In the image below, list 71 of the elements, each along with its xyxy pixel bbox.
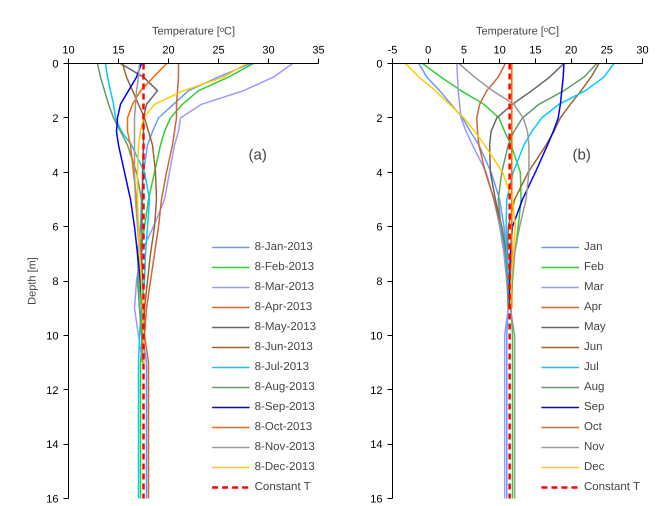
y-tick-label: 8 — [376, 276, 383, 288]
line-series — [422, 64, 522, 498]
x-tick-label: 0 — [425, 44, 432, 56]
x-tick-label: 15 — [529, 44, 542, 56]
y-tick-label: 16 — [370, 494, 383, 506]
legend-label: Jun — [584, 341, 604, 353]
y-tick-label: 14 — [370, 439, 383, 452]
y-tick-label: 6 — [376, 222, 383, 234]
x-tick-label: 20 — [162, 44, 175, 56]
legend-label: 8-Nov-2013 — [254, 441, 315, 453]
legend-label: 8-Aug-2013 — [254, 381, 315, 393]
legend-label: 8-Feb-2013 — [254, 261, 314, 273]
y-tick-label: 2 — [376, 112, 383, 125]
x-axis-title: Temperature [ᵒC] — [476, 26, 560, 38]
legend-label: Constant T — [254, 481, 311, 493]
x-tick-label: 10 — [62, 44, 75, 56]
y-tick-label: 14 — [46, 439, 59, 452]
line-series — [456, 64, 509, 498]
x-tick-label: 25 — [212, 44, 225, 56]
y-tick-label: 10 — [46, 330, 59, 342]
legend-label: Jan — [584, 241, 604, 253]
y-axis-title: Depth [m] — [26, 257, 38, 305]
y-tick-label: 2 — [52, 112, 59, 125]
line-series — [511, 64, 513, 309]
x-tick-label: 10 — [494, 44, 506, 56]
x-tick-label: 5 — [460, 44, 467, 56]
legend-label: 8-Dec-2013 — [254, 461, 315, 473]
annotation: (b) — [572, 146, 591, 164]
legend-label: May — [584, 321, 606, 333]
y-tick-label: 0 — [52, 58, 59, 70]
legend-label: Mar — [584, 281, 604, 293]
legend-label: 8-Jan-2013 — [254, 241, 313, 253]
legend-label: 8-May-2013 — [254, 321, 316, 333]
legend-label: 8-Sep-2013 — [254, 401, 315, 413]
line-series — [104, 64, 150, 498]
legend-label: 8-Jul-2013 — [254, 361, 309, 373]
legend-label: 8-Mar-2013 — [254, 281, 314, 293]
legend-label: 8-Oct-2013 — [254, 421, 312, 433]
legend-label: 8-Jun-2013 — [254, 341, 313, 353]
legend-label: Dec — [584, 461, 604, 473]
legend-label: Oct — [584, 421, 603, 433]
legend-label: Feb — [584, 261, 604, 273]
x-tick-label: 35 — [312, 44, 325, 56]
x-tick-label: 15 — [112, 44, 125, 56]
legend-label: 8-Apr-2013 — [254, 301, 312, 313]
x-tick-label: 25 — [600, 44, 613, 56]
line-series — [458, 64, 530, 498]
legend-label: Nov — [584, 441, 604, 453]
legend-label: Apr — [584, 301, 603, 313]
y-tick-label: 6 — [52, 222, 59, 234]
y-tick-label: 10 — [370, 330, 383, 342]
y-tick-label: 12 — [370, 384, 383, 397]
line-series — [136, 64, 248, 364]
x-axis-title: Temperature [ᵒC] — [152, 26, 236, 38]
legend-label: Jul — [584, 361, 600, 373]
annotation: (a) — [248, 146, 267, 164]
y-tick-label: 4 — [52, 167, 59, 180]
x-tick-label: 20 — [564, 44, 578, 56]
y-tick-label: 12 — [46, 384, 59, 397]
x-tick-label: -5 — [388, 44, 398, 56]
y-tick-label: 4 — [376, 167, 383, 180]
line-series — [144, 64, 180, 498]
x-tick-label: 30 — [636, 44, 649, 56]
y-tick-label: 16 — [46, 494, 59, 506]
legend-label: Aug — [584, 381, 604, 393]
legend-label: Sep — [584, 401, 604, 413]
y-tick-label: 0 — [376, 58, 383, 70]
x-tick-label: 30 — [262, 44, 275, 56]
legend-label: Constant T — [584, 481, 640, 493]
y-tick-label: 8 — [52, 276, 59, 288]
line-series — [96, 64, 144, 364]
